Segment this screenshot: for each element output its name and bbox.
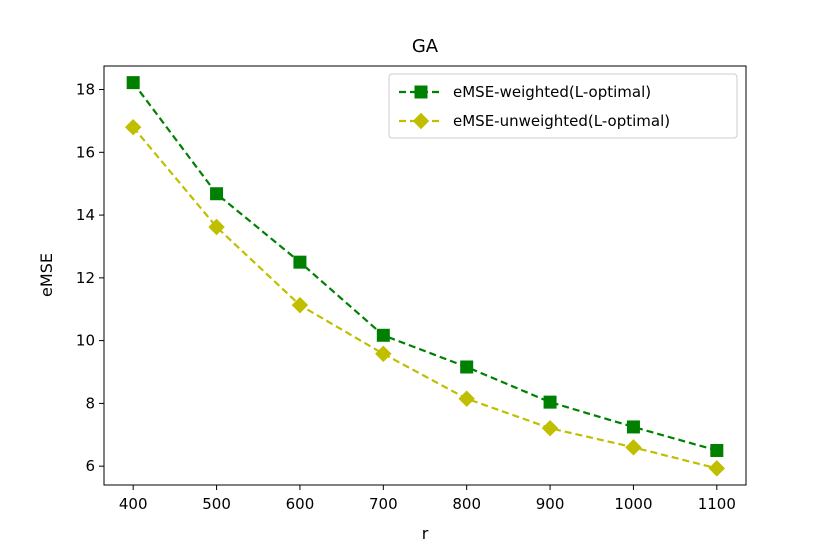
y-tick-label: 8 xyxy=(85,394,95,412)
x-tick-label: 500 xyxy=(202,495,231,513)
data-point xyxy=(541,419,559,437)
legend-marker xyxy=(412,112,430,130)
series-1 xyxy=(126,76,724,457)
x-axis-title: r xyxy=(422,524,429,543)
legend: eMSE-weighted(L-optimal) eMSE-unweighted(… xyxy=(388,73,738,139)
y-tick-label: 12 xyxy=(76,269,95,287)
y-tick-label: 16 xyxy=(76,143,95,161)
legend-label: eMSE-unweighted(L-optimal) xyxy=(453,112,670,130)
y-tick-label: 14 xyxy=(76,206,95,224)
data-point xyxy=(543,395,557,409)
legend-label: eMSE-weighted(L-optimal) xyxy=(453,83,651,101)
series-2 xyxy=(124,118,726,477)
x-tick-label: 1000 xyxy=(614,495,652,513)
data-point xyxy=(126,76,140,90)
plot-frame xyxy=(103,65,747,486)
data-point xyxy=(625,439,642,456)
data-point xyxy=(626,420,640,434)
data-point xyxy=(375,345,392,363)
series-layer xyxy=(124,76,726,477)
y-axis-title: eMSE xyxy=(37,253,56,297)
data-point xyxy=(291,296,309,314)
data-point xyxy=(710,443,724,457)
y-axis: 6 8 10 12 14 16 18 xyxy=(76,81,104,475)
x-tick-label: 600 xyxy=(286,495,315,513)
data-point xyxy=(376,328,390,342)
data-point xyxy=(208,218,225,236)
legend-marker xyxy=(414,85,428,99)
x-tick-label: 1100 xyxy=(698,495,736,513)
data-point xyxy=(293,255,307,269)
x-axis: 400 500 600 700 800 900 1000 1100 xyxy=(119,485,736,513)
x-tick-label: 800 xyxy=(452,495,481,513)
x-tick-label: 400 xyxy=(119,495,148,513)
data-point xyxy=(210,187,224,201)
series-line xyxy=(132,81,718,452)
x-tick-label: 700 xyxy=(369,495,398,513)
data-point xyxy=(708,460,726,477)
y-tick-label: 10 xyxy=(76,332,95,350)
data-point xyxy=(458,390,475,407)
data-point xyxy=(460,360,474,374)
chart-title: GA xyxy=(412,36,439,57)
series-line xyxy=(132,126,718,470)
legend-box xyxy=(388,73,738,139)
y-tick-label: 6 xyxy=(85,457,95,475)
y-tick-label: 18 xyxy=(76,81,95,99)
data-point xyxy=(124,118,142,136)
x-tick-label: 900 xyxy=(536,495,565,513)
